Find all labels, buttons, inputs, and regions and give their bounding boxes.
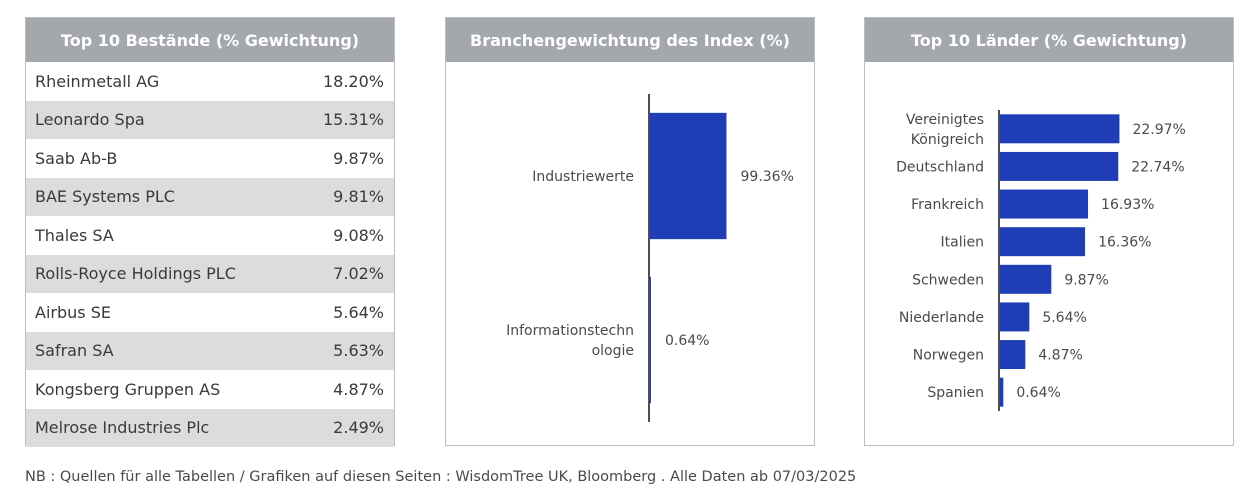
table-row: Rheinmetall AG 18.20% <box>26 62 394 101</box>
holdings-title: Top 10 Bestände (% Gewichtung) <box>26 18 394 62</box>
holding-weight: 5.63% <box>333 341 384 361</box>
chart-value-label: 22.74% <box>1131 159 1184 175</box>
table-row: Safran SA 5.63% <box>26 331 394 370</box>
sector-chart-title: Branchengewichtung des Index (%) <box>446 18 814 62</box>
holding-weight: 9.87% <box>333 148 384 168</box>
table-row: Saab Ab-B 9.87% <box>26 139 394 178</box>
holding-name: Thales SA <box>35 225 114 245</box>
holding-weight: 9.08% <box>333 225 384 245</box>
holding-name: Safran SA <box>35 341 114 361</box>
country-chart: Vereinigtes Königreich 22.97% Deutschland 22… <box>896 110 1186 411</box>
table-row: Airbus SE 5.64% <box>26 293 394 332</box>
holding-name: Leonardo Spa <box>35 110 145 130</box>
chart-value-label: 99.36% <box>741 169 794 185</box>
holding-name: Melrose Industries Plc <box>35 418 210 438</box>
chart-category-label: Spanien <box>927 385 984 401</box>
holding-weight: 15.31% <box>322 110 384 130</box>
chart-bar <box>1000 340 1026 370</box>
table-row: BAE Systems PLC 9.81% <box>26 177 394 216</box>
chart-bar <box>1000 151 1119 181</box>
holding-weight: 7.02% <box>333 264 384 284</box>
chart-value-label: 0.64% <box>1016 385 1060 401</box>
holdings-panel: Top 10 Bestände (% Gewichtung) Rheinmeta… <box>25 17 395 447</box>
chart-bar <box>1000 264 1052 294</box>
table-row: Thales SA 9.08% <box>26 216 394 255</box>
chart-value-label: 16.93% <box>1101 197 1154 213</box>
country-chart-panel: Top 10 Länder (% Gewichtung) Vereinigtes… <box>864 17 1234 446</box>
chart-category-label: Schweden <box>912 272 984 288</box>
holdings-table: Rheinmetall AG 18.20% Leonardo Spa 15.31% Sa… <box>26 62 394 447</box>
chart-category-label: Vereinigtes Königreich <box>906 112 984 148</box>
holding-name: BAE Systems PLC <box>35 187 175 207</box>
holding-name: Saab Ab-B <box>35 148 118 168</box>
chart-category-label: Deutschland <box>896 159 984 175</box>
holding-weight: 18.20% <box>322 71 384 91</box>
chart-bar <box>650 276 651 404</box>
country-chart-title: Top 10 Länder (% Gewichtung) <box>865 18 1233 62</box>
sector-chart-panel: Branchengewichtung des Index (%) Industr… <box>445 17 815 446</box>
chart-category-label: Frankreich <box>911 197 984 213</box>
chart-value-label: 9.87% <box>1064 272 1108 288</box>
chart-value-label: 16.36% <box>1098 235 1151 251</box>
chart-bar <box>1000 302 1030 332</box>
chart-category-label: Italien <box>941 235 984 251</box>
sector-chart: Industriewerte 99.36% Informationstechn olo… <box>506 94 794 422</box>
chart-category-label: Niederlande <box>899 310 984 326</box>
chart-bar <box>1000 189 1089 219</box>
chart-value-label: 5.64% <box>1042 310 1086 326</box>
chart-bar <box>1000 227 1086 257</box>
holding-name: Rolls-Royce Holdings PLC <box>35 264 236 284</box>
holding-weight: 2.49% <box>333 418 384 438</box>
holding-weight: 5.64% <box>333 302 384 322</box>
chart-category-label: Norwegen <box>913 348 984 364</box>
table-row: Kongsberg Gruppen AS 4.87% <box>26 370 394 409</box>
holding-weight: 4.87% <box>333 379 384 399</box>
chart-bar <box>1000 377 1004 407</box>
table-row: Rolls-Royce Holdings PLC 7.02% <box>26 254 394 293</box>
holding-weight: 9.81% <box>333 187 384 207</box>
holding-name: Airbus SE <box>35 302 111 322</box>
chart-value-label: 22.97% <box>1132 122 1185 138</box>
holding-name: Kongsberg Gruppen AS <box>35 379 221 399</box>
chart-category-label: Industriewerte <box>532 169 634 185</box>
holding-name: Rheinmetall AG <box>35 71 160 91</box>
chart-bar <box>650 112 727 240</box>
source-footnote: NB : Quellen für alle Tabellen / Grafike… <box>25 469 857 485</box>
table-row: Leonardo Spa 15.31% <box>26 100 394 139</box>
chart-value-label: 4.87% <box>1038 348 1082 364</box>
chart-bar <box>1000 114 1120 144</box>
chart-value-label: 0.64% <box>665 333 709 349</box>
chart-category-label: Informationstechn ologie <box>506 323 634 359</box>
table-row: Melrose Industries Plc 2.49% <box>26 408 394 447</box>
